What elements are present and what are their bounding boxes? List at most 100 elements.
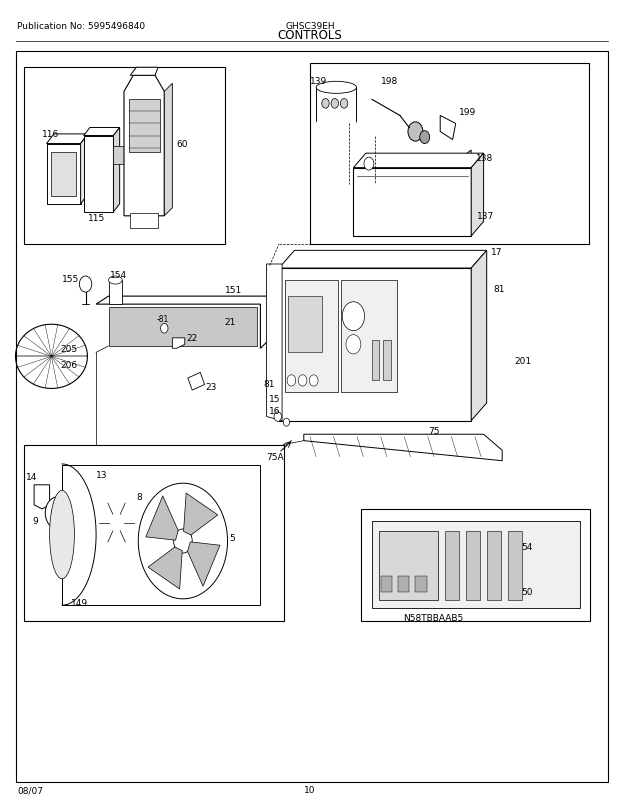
Text: 08/07: 08/07 <box>17 785 43 795</box>
Bar <box>129 100 160 152</box>
Ellipse shape <box>71 487 102 501</box>
Text: 139: 139 <box>310 77 327 87</box>
Circle shape <box>408 123 423 142</box>
Circle shape <box>98 499 135 547</box>
Bar <box>398 576 409 592</box>
Text: 199: 199 <box>459 107 476 117</box>
Bar <box>487 532 501 600</box>
Ellipse shape <box>71 502 102 516</box>
Text: 54: 54 <box>521 542 532 552</box>
Polygon shape <box>130 68 158 76</box>
Polygon shape <box>172 338 185 349</box>
Text: 137: 137 <box>477 212 495 221</box>
Bar <box>24 445 284 622</box>
Bar <box>113 147 125 164</box>
Polygon shape <box>440 116 456 140</box>
Text: Publication No: 5995496840: Publication No: 5995496840 <box>17 22 146 31</box>
Text: 75A: 75A <box>267 452 284 462</box>
Polygon shape <box>113 128 120 213</box>
Text: 206: 206 <box>61 360 78 370</box>
Polygon shape <box>279 251 487 269</box>
Polygon shape <box>164 84 172 217</box>
Text: 75: 75 <box>428 426 440 435</box>
Polygon shape <box>267 265 282 421</box>
Polygon shape <box>353 154 484 168</box>
Text: 5: 5 <box>229 533 235 542</box>
Bar <box>372 521 580 608</box>
Bar <box>24 68 225 245</box>
Text: 23: 23 <box>206 382 217 391</box>
Polygon shape <box>124 76 164 217</box>
Text: 198: 198 <box>381 77 399 87</box>
Bar <box>310 64 589 245</box>
Ellipse shape <box>50 491 74 579</box>
Polygon shape <box>34 485 50 509</box>
Polygon shape <box>62 465 260 606</box>
Ellipse shape <box>108 277 122 285</box>
Circle shape <box>298 375 307 387</box>
Circle shape <box>109 513 124 533</box>
Ellipse shape <box>316 118 356 131</box>
Text: 149: 149 <box>71 598 89 608</box>
Circle shape <box>322 99 329 109</box>
Bar <box>130 214 158 229</box>
Circle shape <box>138 484 228 599</box>
Circle shape <box>340 99 348 109</box>
Bar <box>84 136 113 213</box>
Circle shape <box>420 132 430 144</box>
Text: 22: 22 <box>186 334 197 343</box>
Text: 14: 14 <box>26 472 37 482</box>
Circle shape <box>364 158 374 171</box>
Text: 50: 50 <box>521 587 533 597</box>
Bar <box>361 509 590 622</box>
Text: 151: 151 <box>225 286 242 295</box>
Text: 116: 116 <box>42 130 60 140</box>
Text: 13: 13 <box>96 470 108 480</box>
Polygon shape <box>471 154 484 237</box>
Circle shape <box>287 375 296 387</box>
Polygon shape <box>304 435 502 461</box>
Polygon shape <box>96 297 273 349</box>
Circle shape <box>309 375 318 387</box>
Polygon shape <box>187 542 220 586</box>
Bar <box>288 297 322 353</box>
Circle shape <box>51 505 64 521</box>
Bar <box>415 576 427 592</box>
Bar <box>285 281 338 393</box>
Circle shape <box>79 277 92 293</box>
Circle shape <box>342 302 365 331</box>
Text: 10: 10 <box>304 785 316 795</box>
Text: 21: 21 <box>224 318 236 327</box>
Polygon shape <box>146 496 179 541</box>
Text: 138: 138 <box>476 154 494 164</box>
Text: 81: 81 <box>493 284 505 294</box>
Text: -81: -81 <box>156 314 169 324</box>
Ellipse shape <box>316 82 356 94</box>
Text: 9: 9 <box>32 516 38 526</box>
Text: CONTROLS: CONTROLS <box>278 29 342 42</box>
Text: N58TBBAAB5: N58TBBAAB5 <box>403 613 463 622</box>
Text: 81: 81 <box>263 379 275 389</box>
Polygon shape <box>184 493 218 536</box>
Text: 16: 16 <box>269 406 281 415</box>
Bar <box>46 144 81 205</box>
Text: 115: 115 <box>87 213 105 223</box>
Text: 60: 60 <box>177 140 188 149</box>
Circle shape <box>274 412 281 422</box>
Polygon shape <box>148 547 182 589</box>
Polygon shape <box>188 373 205 391</box>
Text: 201: 201 <box>515 356 532 366</box>
Bar <box>108 281 122 305</box>
Text: 155: 155 <box>62 274 79 284</box>
Circle shape <box>45 497 70 529</box>
Bar <box>508 532 522 600</box>
Text: 8: 8 <box>136 492 142 502</box>
Bar <box>108 308 257 346</box>
Text: 15: 15 <box>269 395 281 404</box>
Bar <box>62 465 260 606</box>
Bar <box>71 479 102 509</box>
Bar <box>341 281 397 393</box>
Polygon shape <box>46 135 88 144</box>
Bar <box>372 341 379 381</box>
Circle shape <box>346 335 361 354</box>
